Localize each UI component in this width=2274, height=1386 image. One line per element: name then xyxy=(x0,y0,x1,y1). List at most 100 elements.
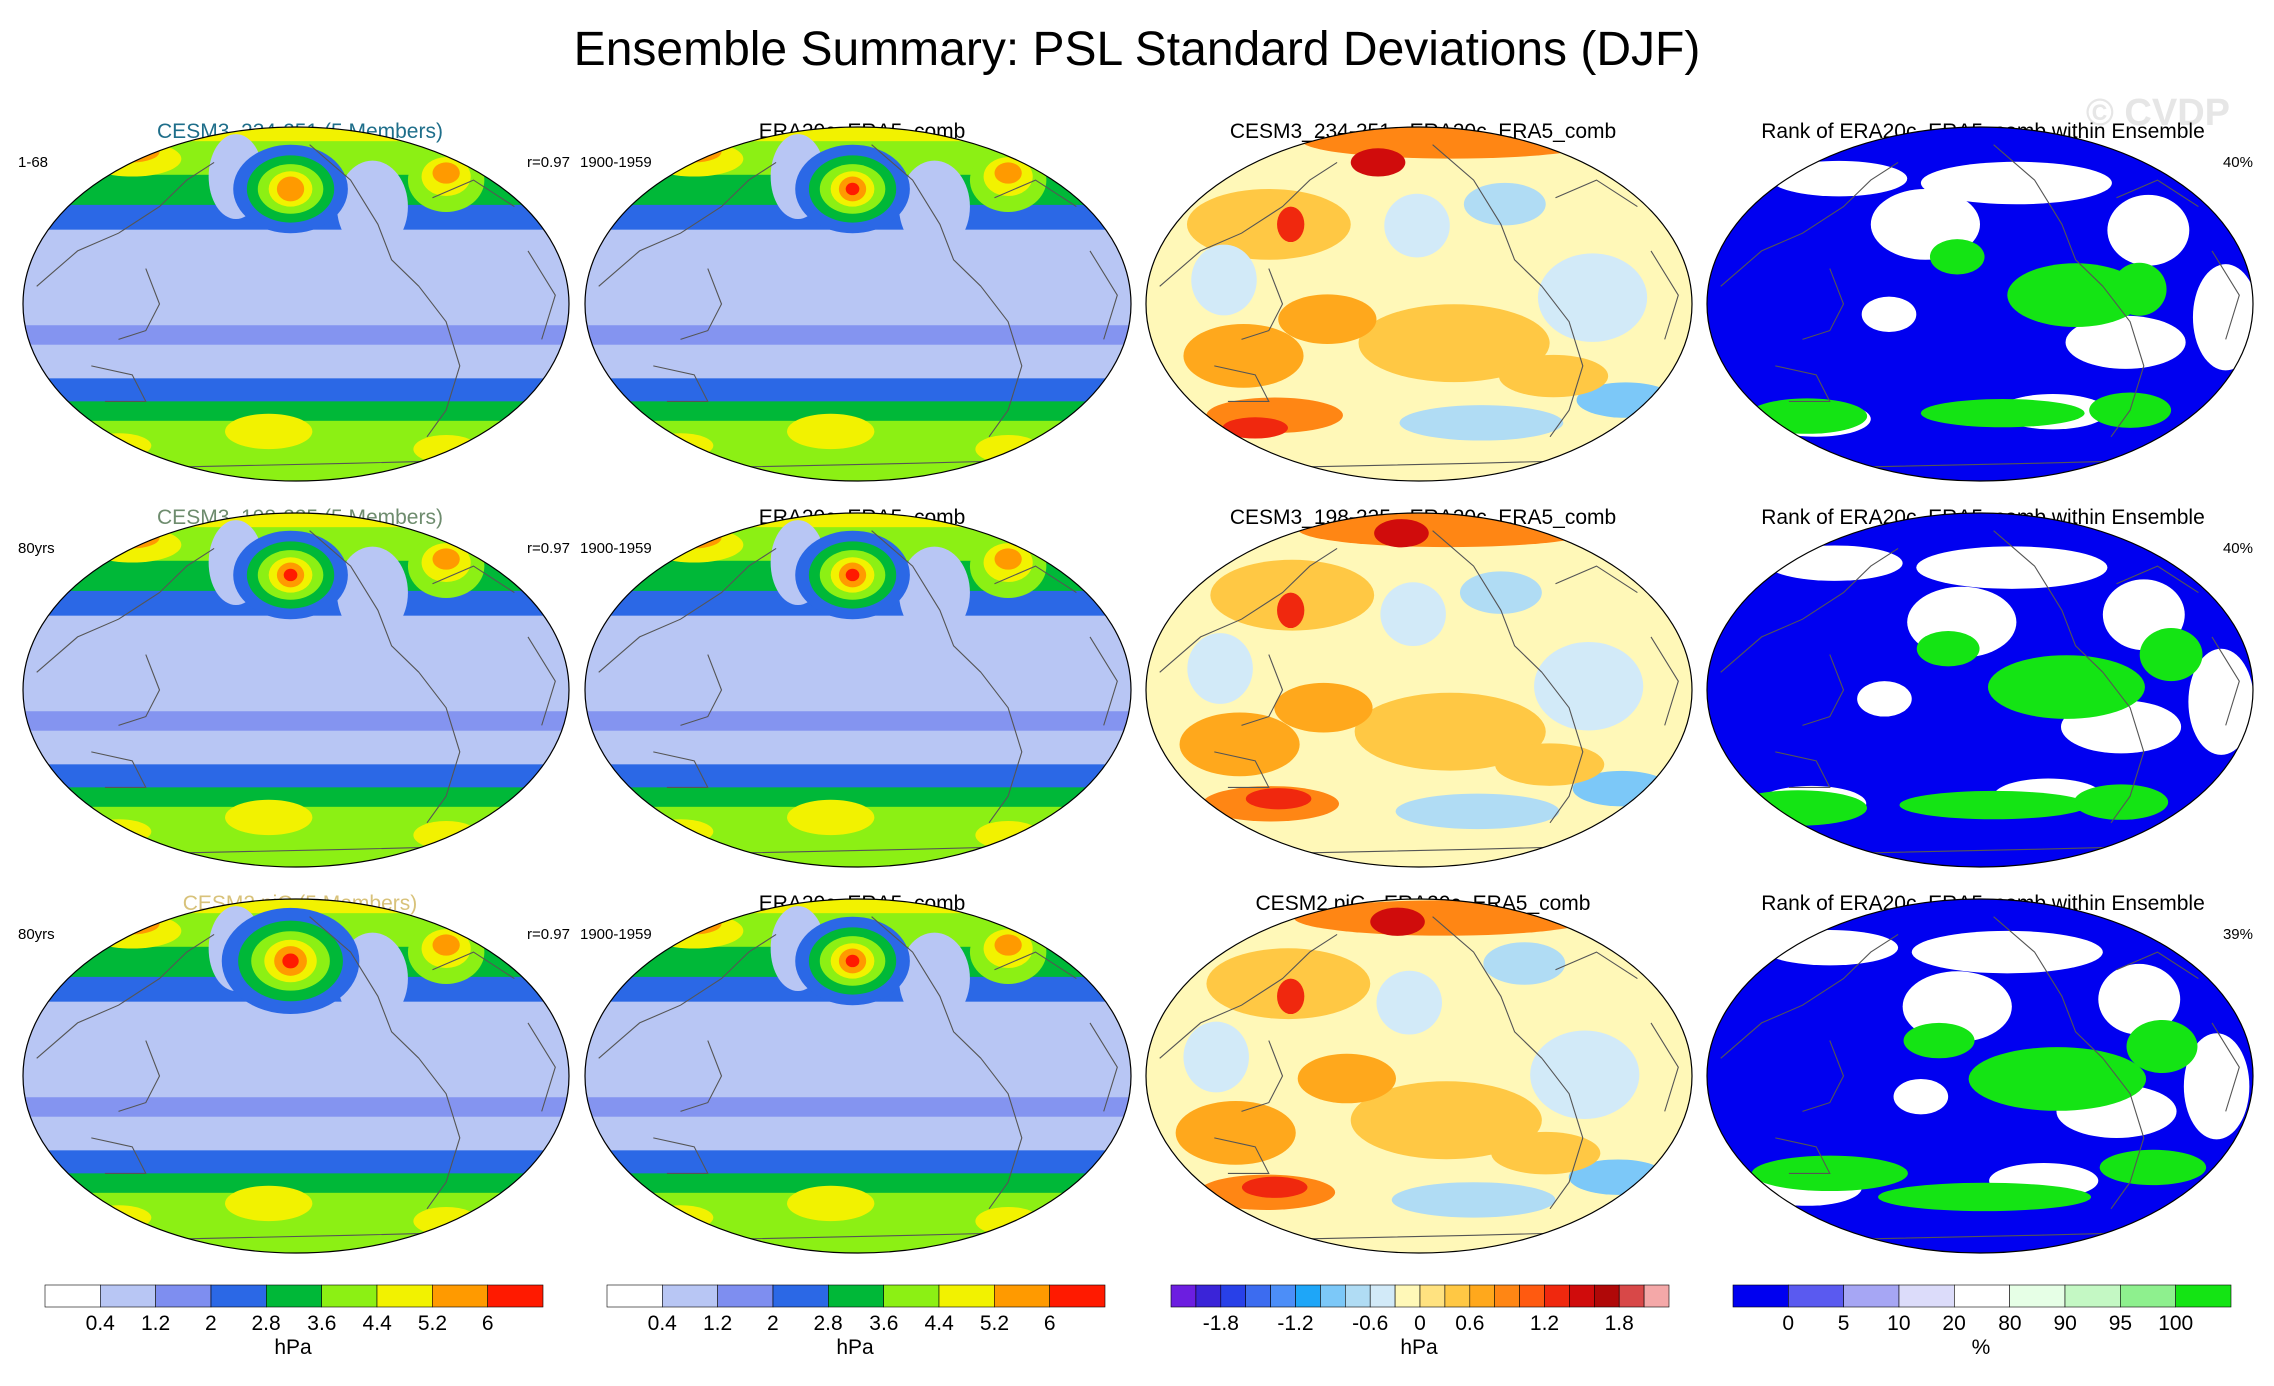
labelbar-3-box-13 xyxy=(1469,1284,1495,1308)
labelbar-4 xyxy=(1732,1284,2232,1308)
map-panel-r1c2 xyxy=(584,126,1132,482)
labelbar-3-box-6 xyxy=(1295,1284,1321,1308)
labelbar-3-box-8 xyxy=(1345,1284,1371,1308)
map-panel-r1c1 xyxy=(22,126,570,482)
map-panel-r3c4 xyxy=(1706,898,2254,1254)
map-panel-r2c4 xyxy=(1706,512,2254,868)
labelbar-3-tick-label: 1.2 xyxy=(1529,1312,1560,1335)
labelbar-2-tick-label: 0.4 xyxy=(647,1312,677,1335)
map-panel-r2c2 xyxy=(584,512,1132,868)
labelbar-2-unit: hPa xyxy=(836,1336,874,1359)
map-panel-r2c3 xyxy=(1145,512,1693,868)
labelbar-1-tick-label: 3.6 xyxy=(307,1312,337,1335)
labelbar-4-tick-label: 20 xyxy=(1942,1312,1966,1335)
labelbar-3-box-15 xyxy=(1519,1284,1545,1308)
labelbar-4-tick-label: 5 xyxy=(1837,1312,1850,1335)
labelbar-2-tick-label: 6 xyxy=(1043,1312,1056,1335)
labelbar-4-box-6 xyxy=(2009,1284,2066,1308)
labelbar-3-box-14 xyxy=(1494,1284,1520,1308)
labelbar-2-tick-label: 4.4 xyxy=(924,1312,954,1335)
labelbar-3-tick-label: -0.6 xyxy=(1352,1312,1389,1335)
labelbar-4-tick-label: 80 xyxy=(1998,1312,2022,1335)
labelbar-4-box-4 xyxy=(1898,1284,1955,1308)
labelbar-2-box-8 xyxy=(994,1284,1050,1308)
panel-right-note-r3c4: 39% xyxy=(2222,926,2253,943)
labelbar-4-tick-label: 90 xyxy=(2053,1312,2077,1335)
panel-right-note-r2c4: 40% xyxy=(2222,540,2253,557)
labelbar-1-tick-label: 6 xyxy=(481,1312,494,1335)
labelbar-1-box-9 xyxy=(487,1284,544,1308)
map-panel-r1c4 xyxy=(1706,126,2254,482)
panel-right-note-r2c1: r=0.97 xyxy=(527,540,570,557)
labelbar-4-box-5 xyxy=(1954,1284,2010,1308)
labelbar-4-box-8 xyxy=(2120,1284,2176,1308)
labelbar-3-unit: hPa xyxy=(1400,1336,1438,1359)
labelbar-4-unit: % xyxy=(1971,1336,1991,1359)
labelbar-2-tick-label: 3.6 xyxy=(869,1312,899,1335)
labelbar-3-box-2 xyxy=(1195,1284,1222,1308)
labelbar-2-box-9 xyxy=(1049,1284,1106,1308)
labelbar-3-tick-label: 0.6 xyxy=(1455,1312,1485,1335)
panel-left-note-r3c1: 80yrs xyxy=(18,926,55,943)
labelbar-3-box-17 xyxy=(1569,1284,1595,1308)
labelbar-1-tick-label: 2 xyxy=(204,1312,217,1335)
labelbar-1-tick-label: 2.8 xyxy=(251,1312,281,1335)
labelbar-2-box-2 xyxy=(662,1284,718,1308)
labelbar-4-box-7 xyxy=(2064,1284,2121,1308)
labelbar-1-box-1 xyxy=(44,1284,101,1308)
labelbar-3-box-3 xyxy=(1220,1284,1246,1308)
labelbar-2 xyxy=(606,1284,1106,1308)
map-panel-r2c1 xyxy=(22,512,570,868)
labelbar-1-box-3 xyxy=(155,1284,212,1308)
labelbar-2-box-5 xyxy=(828,1284,884,1308)
labelbar-4-tick-label: 100 xyxy=(2158,1312,2194,1335)
labelbar-3-box-11 xyxy=(1419,1284,1446,1308)
labelbar-3-tick-label: 1.8 xyxy=(1604,1312,1634,1335)
labelbar-4-tick-label: 0 xyxy=(1782,1312,1795,1335)
labelbar-2-tick-label: 1.2 xyxy=(702,1312,733,1335)
labelbar-1-box-8 xyxy=(432,1284,488,1308)
panel-right-note-r1c4: 40% xyxy=(2222,154,2253,171)
labelbar-3-box-20 xyxy=(1643,1284,1670,1308)
labelbar-2-tick-label: 2.8 xyxy=(813,1312,843,1335)
labelbar-3-box-19 xyxy=(1618,1284,1645,1308)
labelbar-1-tick-label: 5.2 xyxy=(417,1312,448,1335)
labelbar-2-box-3 xyxy=(717,1284,774,1308)
labelbar-2-box-7 xyxy=(938,1284,995,1308)
panel-right-note-r3c1: r=0.97 xyxy=(527,926,570,943)
page-title: Ensemble Summary: PSL Standard Deviation… xyxy=(573,23,1701,76)
labelbar-4-tick-label: 95 xyxy=(2108,1312,2133,1335)
panel-right-note-r1c1: r=0.97 xyxy=(527,154,570,171)
labelbar-1 xyxy=(44,1284,544,1308)
labelbar-2-box-4 xyxy=(772,1284,829,1308)
map-panel-r3c3 xyxy=(1145,898,1693,1254)
labelbar-1-tick-label: 4.4 xyxy=(362,1312,392,1335)
labelbar-4-box-3 xyxy=(1843,1284,1900,1308)
panel-left-note-r2c1: 80yrs xyxy=(18,540,55,557)
labelbar-3-box-9 xyxy=(1369,1284,1396,1308)
panel-left-note-r3c2: 1900-1959 xyxy=(580,926,652,943)
map-panel-r3c2 xyxy=(584,898,1132,1254)
labelbar-3-box-4 xyxy=(1245,1284,1271,1308)
labelbar-4-tick-label: 10 xyxy=(1887,1312,1911,1335)
labelbar-3-tick-label: 0 xyxy=(1414,1312,1426,1335)
panel-left-note-r1c1: 1-68 xyxy=(18,154,49,171)
panel-left-note-r2c2: 1900-1959 xyxy=(580,540,652,557)
labelbar-1-tick-label: 0.4 xyxy=(85,1312,115,1335)
labelbar-3-box-18 xyxy=(1593,1284,1620,1308)
labelbar-3-tick-label: -1.8 xyxy=(1202,1312,1239,1335)
labelbar-1-tick-label: 1.2 xyxy=(140,1312,171,1335)
labelbar-2-tick-label: 2 xyxy=(766,1312,779,1335)
labelbar-3-box-16 xyxy=(1544,1284,1570,1308)
labelbar-2-box-6 xyxy=(883,1284,940,1308)
labelbar-2-box-1 xyxy=(606,1284,663,1308)
labelbar-4-box-2 xyxy=(1788,1284,1844,1308)
panel-left-note-r1c2: 1900-1959 xyxy=(580,154,652,171)
labelbar-1-box-7 xyxy=(376,1284,433,1308)
labelbar-1-box-2 xyxy=(100,1284,156,1308)
labelbar-1-box-5 xyxy=(266,1284,322,1308)
map-panel-r3c1 xyxy=(22,898,570,1254)
map-panel-r1c3 xyxy=(1145,126,1693,482)
labelbar-3-box-1 xyxy=(1170,1284,1197,1308)
labelbar-1-box-4 xyxy=(210,1284,267,1308)
